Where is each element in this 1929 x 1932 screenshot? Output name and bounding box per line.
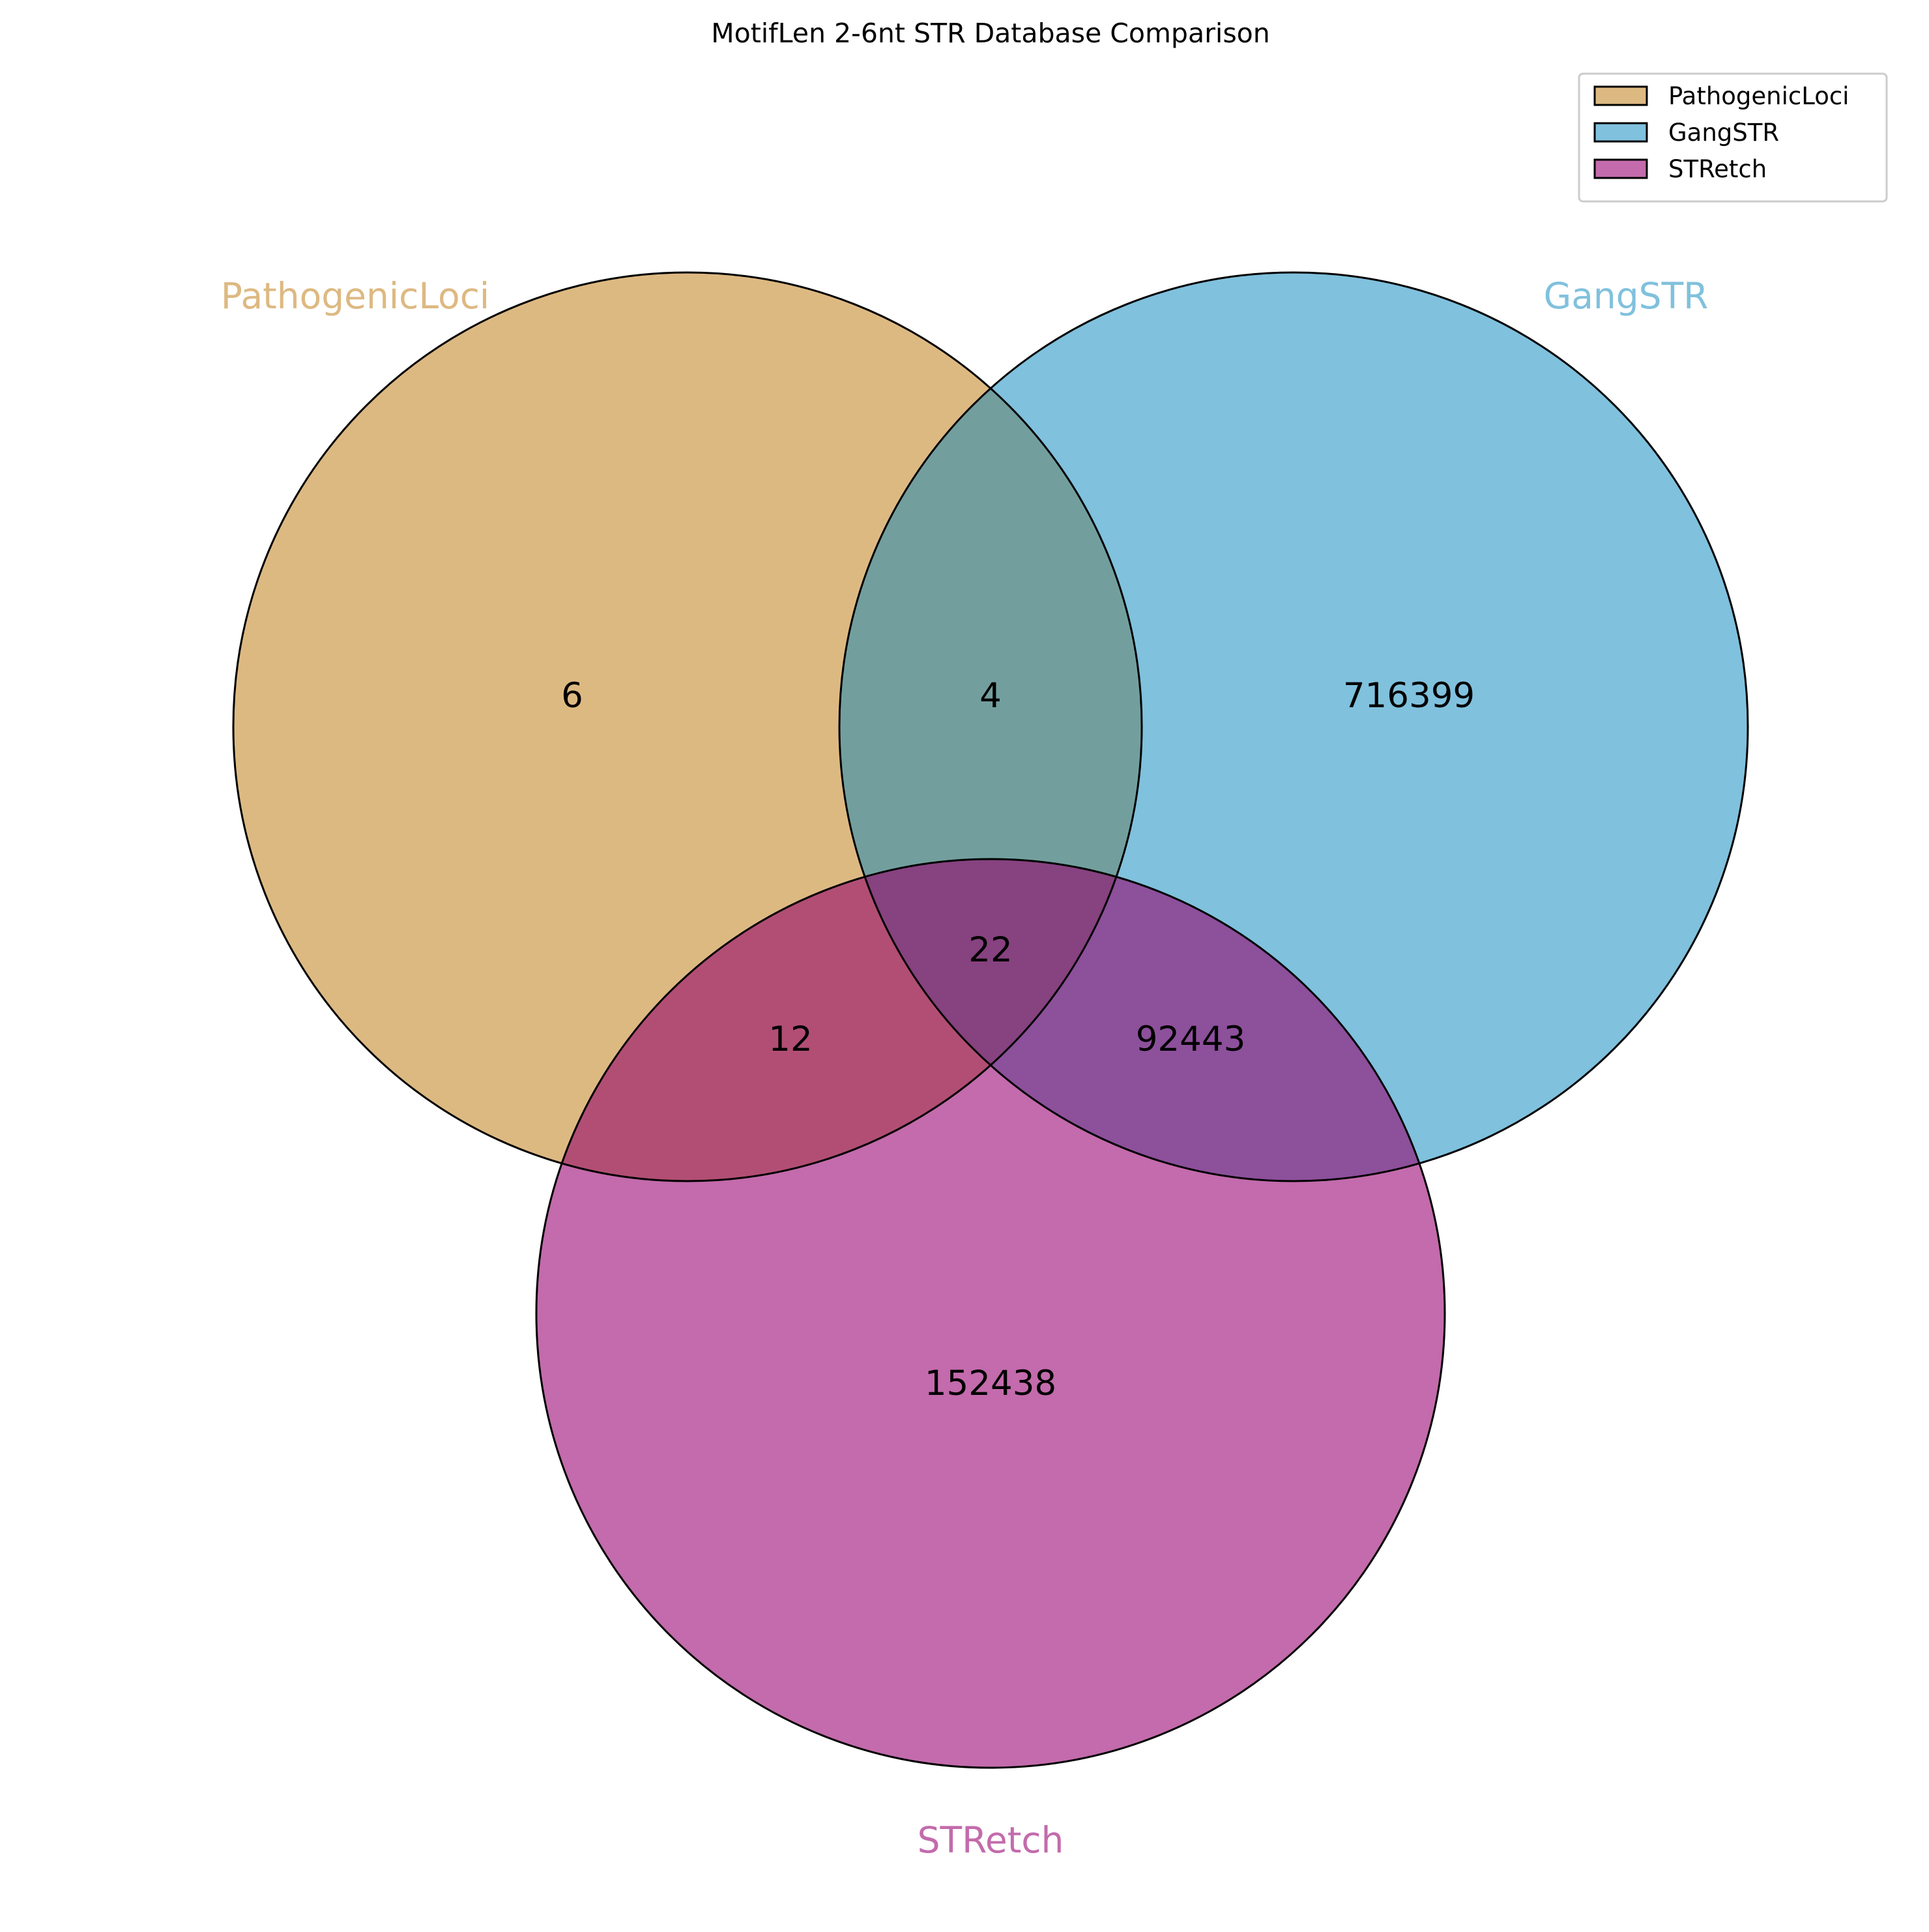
- legend-label-gangstr: GangSTR: [1668, 119, 1779, 147]
- stretch-outline: [535, 858, 1446, 1769]
- chart-title: MotifLen 2-6nt STR Database Comparison: [711, 18, 1270, 49]
- region-all-three: 22: [968, 930, 1012, 970]
- pathogenicloci-outline: [232, 271, 1143, 1182]
- legend-swatch-pathogenicloci: [1593, 85, 1648, 106]
- region-pathogenic-gangstr: 4: [979, 676, 1002, 716]
- overlap-pathogenic-stretch: [536, 859, 1142, 1181]
- region-gangstr-only: 716399: [1343, 676, 1475, 716]
- legend-label-stretch: STRetch: [1668, 155, 1767, 183]
- set-label-pathogenicloci: PathogenicLoci: [221, 275, 489, 317]
- legend-frame: [1578, 72, 1888, 203]
- set-label-gangstr: GangSTR: [1544, 275, 1709, 317]
- gangstr-outline: [838, 271, 1749, 1182]
- legend-swatch-gangstr: [1593, 122, 1648, 143]
- region-stretch-only: 152438: [925, 1364, 1056, 1403]
- overlap-gangstr-stretch: [839, 859, 1445, 1181]
- region-pathogenic-only: 6: [561, 676, 583, 716]
- legend-swatch-stretch: [1593, 158, 1648, 179]
- region-pathogenic-stretch: 12: [768, 1019, 812, 1059]
- region-gangstr-stretch: 92443: [1136, 1019, 1246, 1059]
- legend-label-pathogenicloci: PathogenicLoci: [1668, 82, 1849, 110]
- legend: PathogenicLoci GangSTR STRetch: [1578, 72, 1888, 203]
- set-label-stretch: STRetch: [918, 1819, 1064, 1861]
